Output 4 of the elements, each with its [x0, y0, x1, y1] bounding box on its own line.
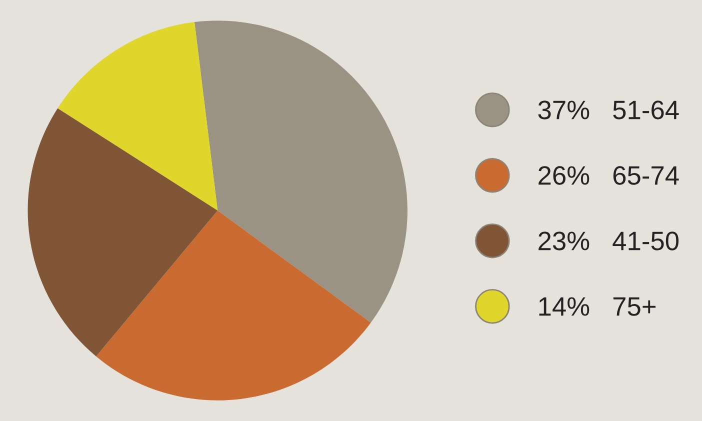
legend-label: 23% 41-50 [538, 232, 679, 250]
legend-label: 37% 51-64 [538, 100, 679, 120]
legend-label: 26% 65-74 [538, 166, 679, 185]
legend-label: 14% 75+ [539, 297, 656, 316]
